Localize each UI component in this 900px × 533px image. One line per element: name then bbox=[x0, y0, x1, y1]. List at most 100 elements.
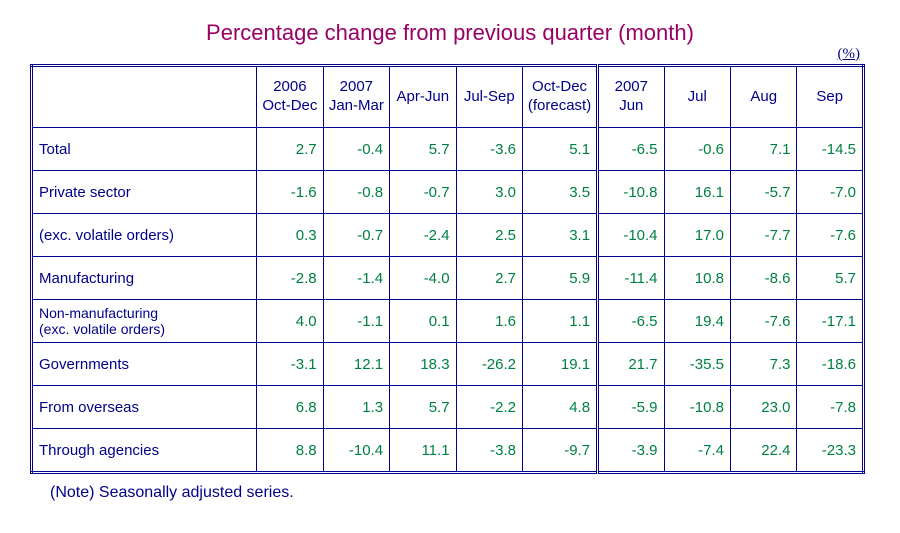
cell: 19.1 bbox=[523, 343, 598, 386]
cell: -23.3 bbox=[797, 429, 864, 473]
table-header-row: 2006Oct-Dec2007Jan-MarApr-JunJul-SepOct-… bbox=[32, 66, 864, 128]
cell: 21.7 bbox=[598, 343, 664, 386]
cell: 7.3 bbox=[731, 343, 797, 386]
cell: 3.0 bbox=[456, 171, 522, 214]
col-header: 2006Oct-Dec bbox=[257, 66, 323, 128]
cell: -1.4 bbox=[323, 257, 389, 300]
header-blank bbox=[32, 66, 257, 128]
cell: 17.0 bbox=[664, 214, 730, 257]
table-row: Total2.7-0.45.7-3.65.1-6.5-0.67.1-14.5 bbox=[32, 128, 864, 171]
cell: 3.5 bbox=[523, 171, 598, 214]
cell: 5.1 bbox=[523, 128, 598, 171]
row-label: From overseas bbox=[32, 386, 257, 429]
cell: 18.3 bbox=[390, 343, 456, 386]
cell: 10.8 bbox=[664, 257, 730, 300]
cell: -0.6 bbox=[664, 128, 730, 171]
cell: -3.8 bbox=[456, 429, 522, 473]
row-label: Total bbox=[32, 128, 257, 171]
cell: 5.9 bbox=[523, 257, 598, 300]
cell: 2.7 bbox=[257, 128, 323, 171]
cell: -1.1 bbox=[323, 300, 389, 343]
cell: 7.1 bbox=[731, 128, 797, 171]
cell: -10.8 bbox=[664, 386, 730, 429]
table-row: From overseas6.81.35.7-2.24.8-5.9-10.823… bbox=[32, 386, 864, 429]
col-header: Sep bbox=[797, 66, 864, 128]
table-row: Manufacturing-2.8-1.4-4.02.75.9-11.410.8… bbox=[32, 257, 864, 300]
cell: 11.1 bbox=[390, 429, 456, 473]
cell: -7.0 bbox=[797, 171, 864, 214]
col-header: Oct-Dec(forecast) bbox=[523, 66, 598, 128]
table-body: Total2.7-0.45.7-3.65.1-6.5-0.67.1-14.5Pr… bbox=[32, 128, 864, 473]
cell: -3.6 bbox=[456, 128, 522, 171]
cell: 1.1 bbox=[523, 300, 598, 343]
table-row: Private sector-1.6-0.8-0.73.03.5-10.816.… bbox=[32, 171, 864, 214]
col-header: Apr-Jun bbox=[390, 66, 456, 128]
cell: -0.4 bbox=[323, 128, 389, 171]
table-row: Governments-3.112.118.3-26.219.121.7-35.… bbox=[32, 343, 864, 386]
cell: -7.4 bbox=[664, 429, 730, 473]
row-label: Through agencies bbox=[32, 429, 257, 473]
cell: -9.7 bbox=[523, 429, 598, 473]
table-row: (exc. volatile orders)0.3-0.7-2.42.53.1-… bbox=[32, 214, 864, 257]
cell: -7.6 bbox=[797, 214, 864, 257]
col-header: 2007Jan-Mar bbox=[323, 66, 389, 128]
cell: 0.1 bbox=[390, 300, 456, 343]
col-header: Jul-Sep bbox=[456, 66, 522, 128]
cell: -10.4 bbox=[598, 214, 664, 257]
cell: 4.0 bbox=[257, 300, 323, 343]
cell: 19.4 bbox=[664, 300, 730, 343]
cell: -5.7 bbox=[731, 171, 797, 214]
cell: -6.5 bbox=[598, 300, 664, 343]
cell: -3.1 bbox=[257, 343, 323, 386]
cell: -10.4 bbox=[323, 429, 389, 473]
cell: -1.6 bbox=[257, 171, 323, 214]
cell: 3.1 bbox=[523, 214, 598, 257]
cell: -0.7 bbox=[323, 214, 389, 257]
cell: 5.7 bbox=[390, 128, 456, 171]
cell: -0.8 bbox=[323, 171, 389, 214]
cell: -8.6 bbox=[731, 257, 797, 300]
cell: 5.7 bbox=[390, 386, 456, 429]
cell: -7.7 bbox=[731, 214, 797, 257]
table-row: Through agencies8.8-10.411.1-3.8-9.7-3.9… bbox=[32, 429, 864, 473]
cell: -18.6 bbox=[797, 343, 864, 386]
cell: -26.2 bbox=[456, 343, 522, 386]
row-label: Governments bbox=[32, 343, 257, 386]
cell: 2.7 bbox=[456, 257, 522, 300]
cell: -10.8 bbox=[598, 171, 664, 214]
cell: -5.9 bbox=[598, 386, 664, 429]
col-header: Jul bbox=[664, 66, 730, 128]
cell: 1.3 bbox=[323, 386, 389, 429]
footnote: (Note) Seasonally adjusted series. bbox=[50, 484, 870, 502]
cell: -0.7 bbox=[390, 171, 456, 214]
cell: -6.5 bbox=[598, 128, 664, 171]
cell: -14.5 bbox=[797, 128, 864, 171]
data-table: 2006Oct-Dec2007Jan-MarApr-JunJul-SepOct-… bbox=[30, 64, 865, 474]
row-label: (exc. volatile orders) bbox=[32, 214, 257, 257]
cell: 1.6 bbox=[456, 300, 522, 343]
unit-label: (%) bbox=[838, 46, 861, 63]
cell: -11.4 bbox=[598, 257, 664, 300]
cell: -17.1 bbox=[797, 300, 864, 343]
cell: -7.8 bbox=[797, 386, 864, 429]
cell: -35.5 bbox=[664, 343, 730, 386]
cell: 4.8 bbox=[523, 386, 598, 429]
cell: 2.5 bbox=[456, 214, 522, 257]
cell: 12.1 bbox=[323, 343, 389, 386]
col-header: 2007Jun bbox=[598, 66, 664, 128]
cell: -3.9 bbox=[598, 429, 664, 473]
row-label: Private sector bbox=[32, 171, 257, 214]
row-label: Non-manufacturing(exc. volatile orders) bbox=[32, 300, 257, 343]
cell: -2.4 bbox=[390, 214, 456, 257]
table-row: Non-manufacturing(exc. volatile orders)4… bbox=[32, 300, 864, 343]
cell: 6.8 bbox=[257, 386, 323, 429]
col-header: Aug bbox=[731, 66, 797, 128]
row-label: Manufacturing bbox=[32, 257, 257, 300]
cell: 8.8 bbox=[257, 429, 323, 473]
cell: 0.3 bbox=[257, 214, 323, 257]
cell: -2.2 bbox=[456, 386, 522, 429]
cell: 16.1 bbox=[664, 171, 730, 214]
cell: 22.4 bbox=[731, 429, 797, 473]
cell: 23.0 bbox=[731, 386, 797, 429]
cell: -7.6 bbox=[731, 300, 797, 343]
